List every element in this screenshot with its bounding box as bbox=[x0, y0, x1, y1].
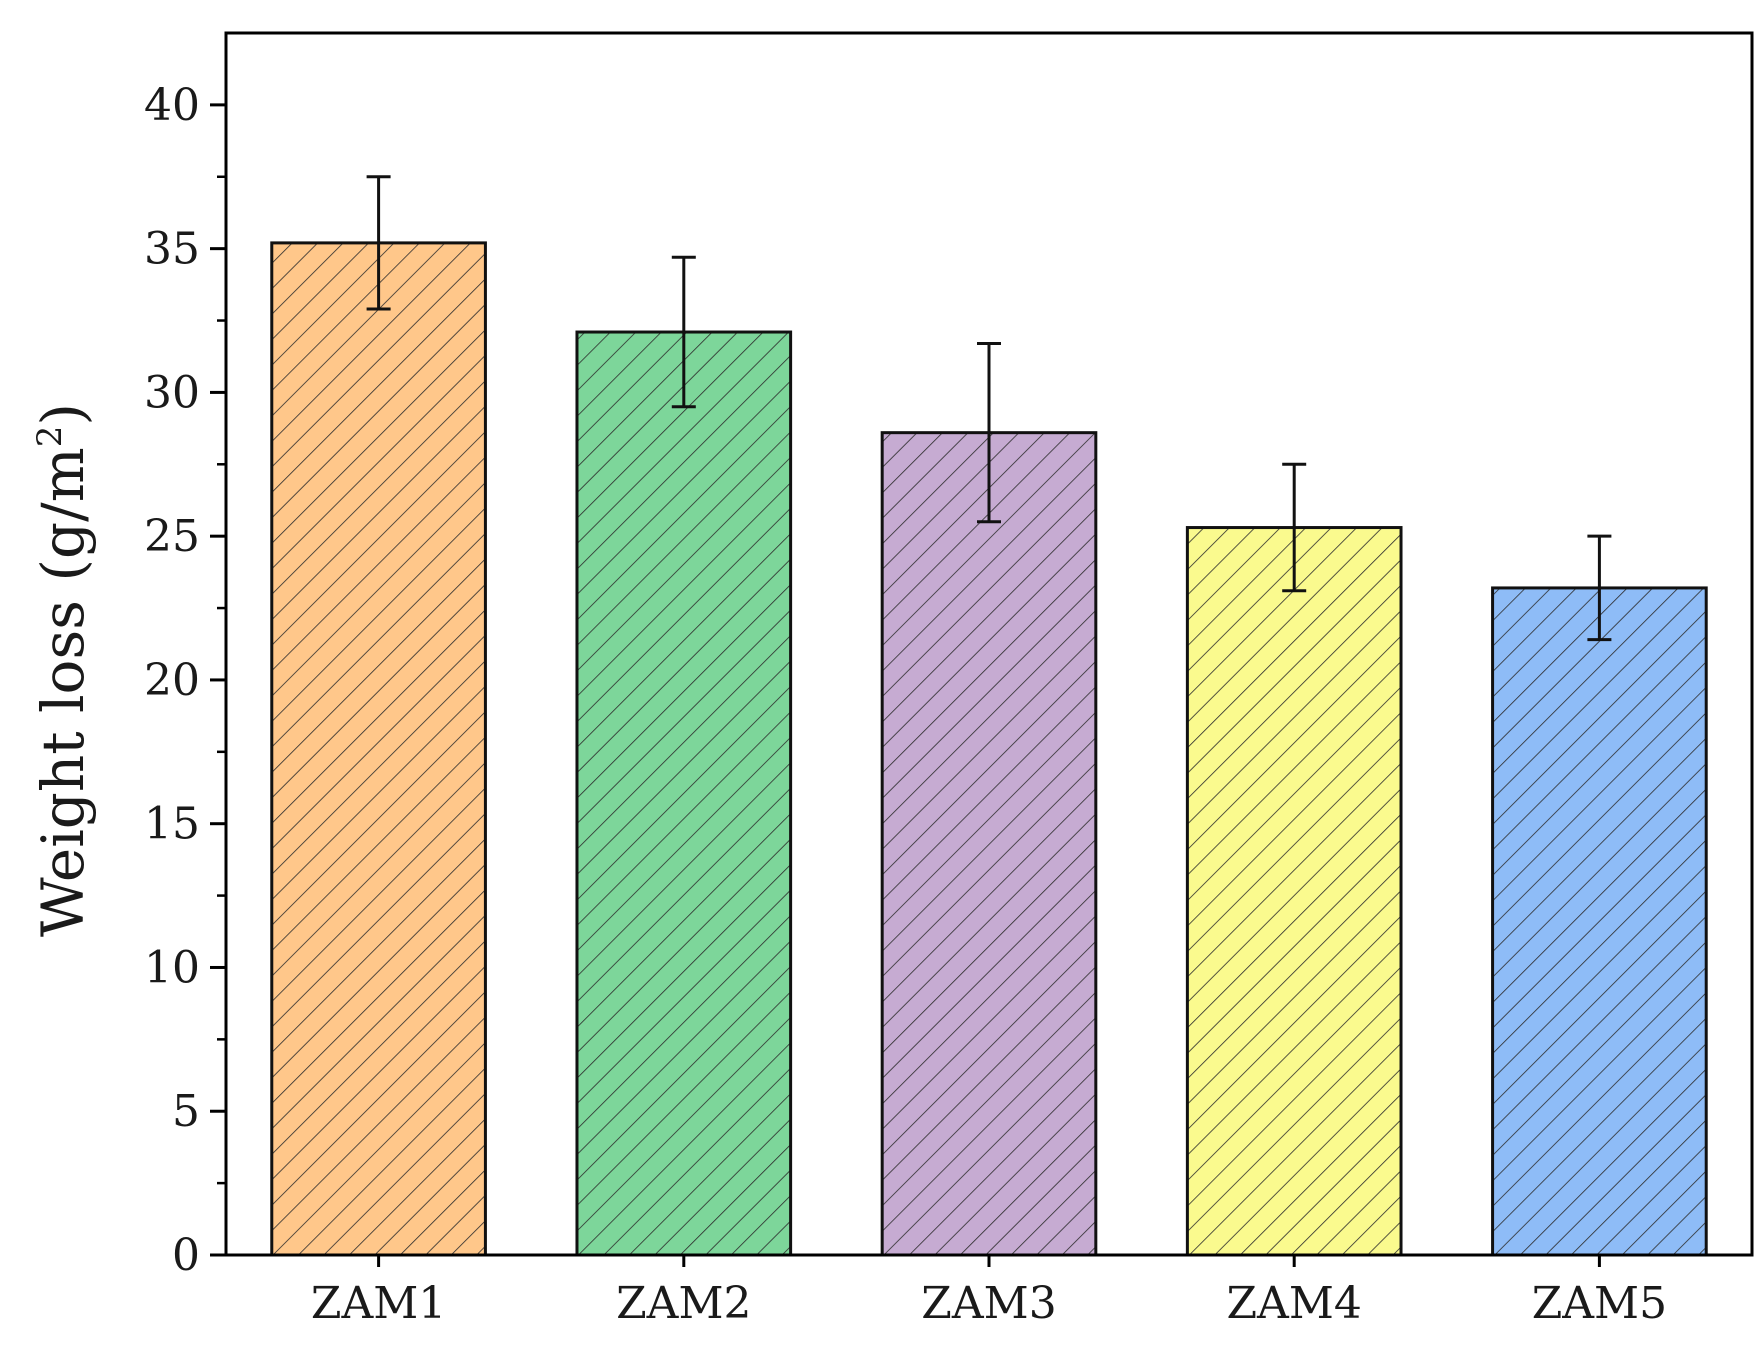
error-bar-zam4 bbox=[1282, 462, 1307, 593]
y-tick-label: 35 bbox=[144, 224, 200, 275]
y-tick-label: 15 bbox=[144, 799, 200, 850]
y-tick-label: 10 bbox=[144, 942, 200, 993]
y-tick-label: 40 bbox=[144, 80, 200, 131]
y-tick-label: 0 bbox=[172, 1230, 200, 1281]
y-tick-label: 5 bbox=[172, 1086, 200, 1137]
y-axis-title: Weight loss (g/m2) bbox=[29, 403, 97, 937]
bars-layer bbox=[270, 241, 1708, 1257]
bar-hatch bbox=[1185, 526, 1403, 1257]
y-axis: 0 5 10 15 20 25 30 35 40 bbox=[144, 80, 226, 1281]
bar-zam3 bbox=[880, 431, 1098, 1257]
bar-zam2 bbox=[575, 330, 793, 1257]
bar-hatch bbox=[880, 431, 1098, 1257]
error-bar-zam3 bbox=[977, 342, 1001, 524]
y-tick-label: 25 bbox=[144, 511, 200, 562]
error-bars-layer bbox=[366, 175, 1612, 642]
x-tick-label: ZAM1 bbox=[311, 1278, 446, 1329]
bar-hatch bbox=[575, 330, 793, 1257]
bar-zam1 bbox=[270, 241, 487, 1257]
error-bar-zam1 bbox=[366, 175, 391, 311]
x-tick-label: ZAM4 bbox=[1226, 1278, 1361, 1329]
bar-zam5 bbox=[1491, 586, 1708, 1257]
x-tick-label: ZAM3 bbox=[921, 1278, 1056, 1329]
error-bar-zam5 bbox=[1587, 534, 1612, 642]
x-tick-label: ZAM2 bbox=[616, 1278, 751, 1329]
error-bar-zam2 bbox=[671, 255, 696, 409]
y-axis-title-main: Weight loss (g/m bbox=[29, 447, 97, 937]
x-tick-label: ZAM5 bbox=[1532, 1278, 1667, 1329]
bar-hatch bbox=[1491, 586, 1708, 1257]
y-tick-label: 20 bbox=[144, 655, 200, 706]
y-tick-label: 30 bbox=[144, 367, 200, 418]
bar-zam4 bbox=[1185, 526, 1403, 1257]
y-axis-title-superscript: 2 bbox=[30, 426, 70, 448]
x-axis: ZAM1 ZAM2 ZAM3 ZAM4 ZAM5 bbox=[311, 1255, 1667, 1329]
y-axis-title-close: ) bbox=[29, 403, 97, 426]
bar-hatch bbox=[270, 241, 487, 1257]
